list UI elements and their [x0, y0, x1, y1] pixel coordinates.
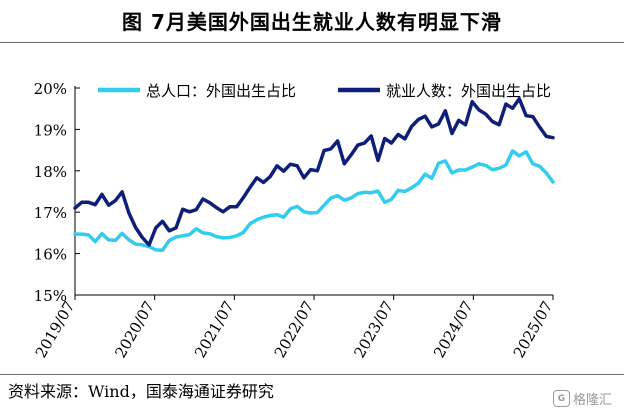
legend-label-2: 就业人数：外国出生占比	[386, 82, 551, 100]
footer-divider	[0, 374, 624, 375]
x-tick-label: 2021/07	[191, 298, 238, 361]
y-tick-label: 18%	[34, 163, 67, 181]
y-tick-label: 16%	[34, 246, 67, 264]
title-divider	[0, 42, 624, 43]
y-tick-label: 17%	[34, 204, 67, 222]
legend-label-1: 总人口：外国出生占比	[146, 82, 296, 100]
y-tick-label: 15%	[34, 287, 67, 305]
source-note: 资料来源：Wind，国泰海通证券研究	[8, 382, 274, 401]
chart-legend: 总人口：外国出生占比 就业人数：外国出生占比	[98, 82, 551, 100]
x-tick-label: 2024/07	[430, 298, 477, 361]
x-tick-label: 2020/07	[111, 298, 158, 361]
chart-axes: 15% 16% 17% 18% 19% 20% 2019/07 2020/07 2021/07 2…	[32, 80, 557, 361]
watermark-text: 格隆汇	[573, 393, 613, 408]
x-tick-label: 2022/07	[271, 298, 318, 361]
y-tick-label: 20%	[34, 80, 67, 98]
chart-lines	[73, 97, 555, 253]
x-tick-label: 2025/07	[510, 298, 557, 361]
x-tick-label: 2019/07	[32, 298, 79, 361]
y-tick-label: 19%	[34, 121, 67, 139]
series-line-2	[73, 97, 555, 247]
watermark: G 格隆汇	[553, 389, 612, 408]
g-logo-icon: G	[553, 390, 570, 407]
chart-title: 图 7月美国外国出生就业人数有明显下滑	[122, 10, 502, 34]
series-line-1	[73, 149, 555, 253]
x-tick-label: 2023/07	[350, 298, 397, 361]
